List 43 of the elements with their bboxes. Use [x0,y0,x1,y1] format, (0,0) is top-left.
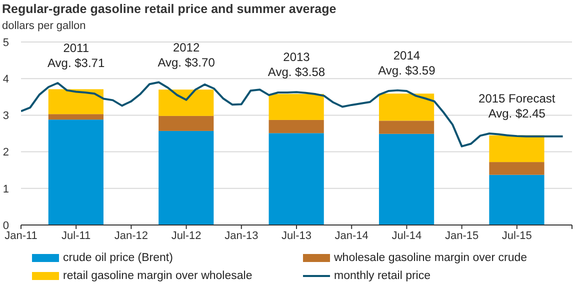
y-tick-label: 0 [2,220,9,232]
x-tick-label: Jul-12 [171,230,202,242]
bar [268,94,324,120]
bar [268,120,324,134]
bar [268,133,324,225]
y-tick-label: 1 [2,183,9,196]
legend-label: wholesale gasoline margin over crude [334,252,528,264]
bar [48,89,104,114]
line-series [21,81,564,148]
bar [489,162,544,175]
bar [158,130,214,225]
x-tick-label: Jan-14 [334,230,368,242]
annotation: 2015 Forecast Avg. $2.45 [478,92,556,120]
x-tick-label: Jan-15 [444,230,479,242]
bar [48,114,104,120]
bar [489,135,544,162]
x-tick-label: Jul-11 [62,230,91,242]
x-tick-label: Jan-11 [4,230,38,242]
y-tick-label: 5 [2,36,9,49]
x-tick-label: Jan-13 [224,230,258,242]
bar [158,90,214,116]
chart-title: Regular-grade gasoline retail price and summer average [2,2,336,16]
x-tick-label: Jul-13 [282,230,312,242]
bar [378,94,434,121]
chart-subtitle: dollars per gallon [2,20,86,32]
y-tick-label: 2 [2,146,9,159]
x-tick-label: Jan-12 [114,230,148,242]
annotation: 2013 Avg. $3.58 [268,50,326,80]
y-tick-label: 3 [2,110,9,122]
annotation: 2014 Avg. $3.59 [378,48,436,78]
bar [378,120,434,134]
legend-label: retail gasoline margin over wholesale [63,270,252,282]
y-tick-label: 4 [2,74,9,86]
legend-label: monthly retail price [334,270,431,282]
annotation: 2012 Avg. $3.70 [158,40,216,70]
x-tick-label: Jul-14 [392,230,422,242]
bar [158,116,214,131]
bar [489,174,544,225]
annotation: 2011 Avg. $3.71 [48,40,105,70]
legend-label: crude oil price (Brent) [63,252,173,264]
bar [48,120,104,225]
x-tick-label: Jul-15 [502,230,532,242]
bar [378,134,434,225]
